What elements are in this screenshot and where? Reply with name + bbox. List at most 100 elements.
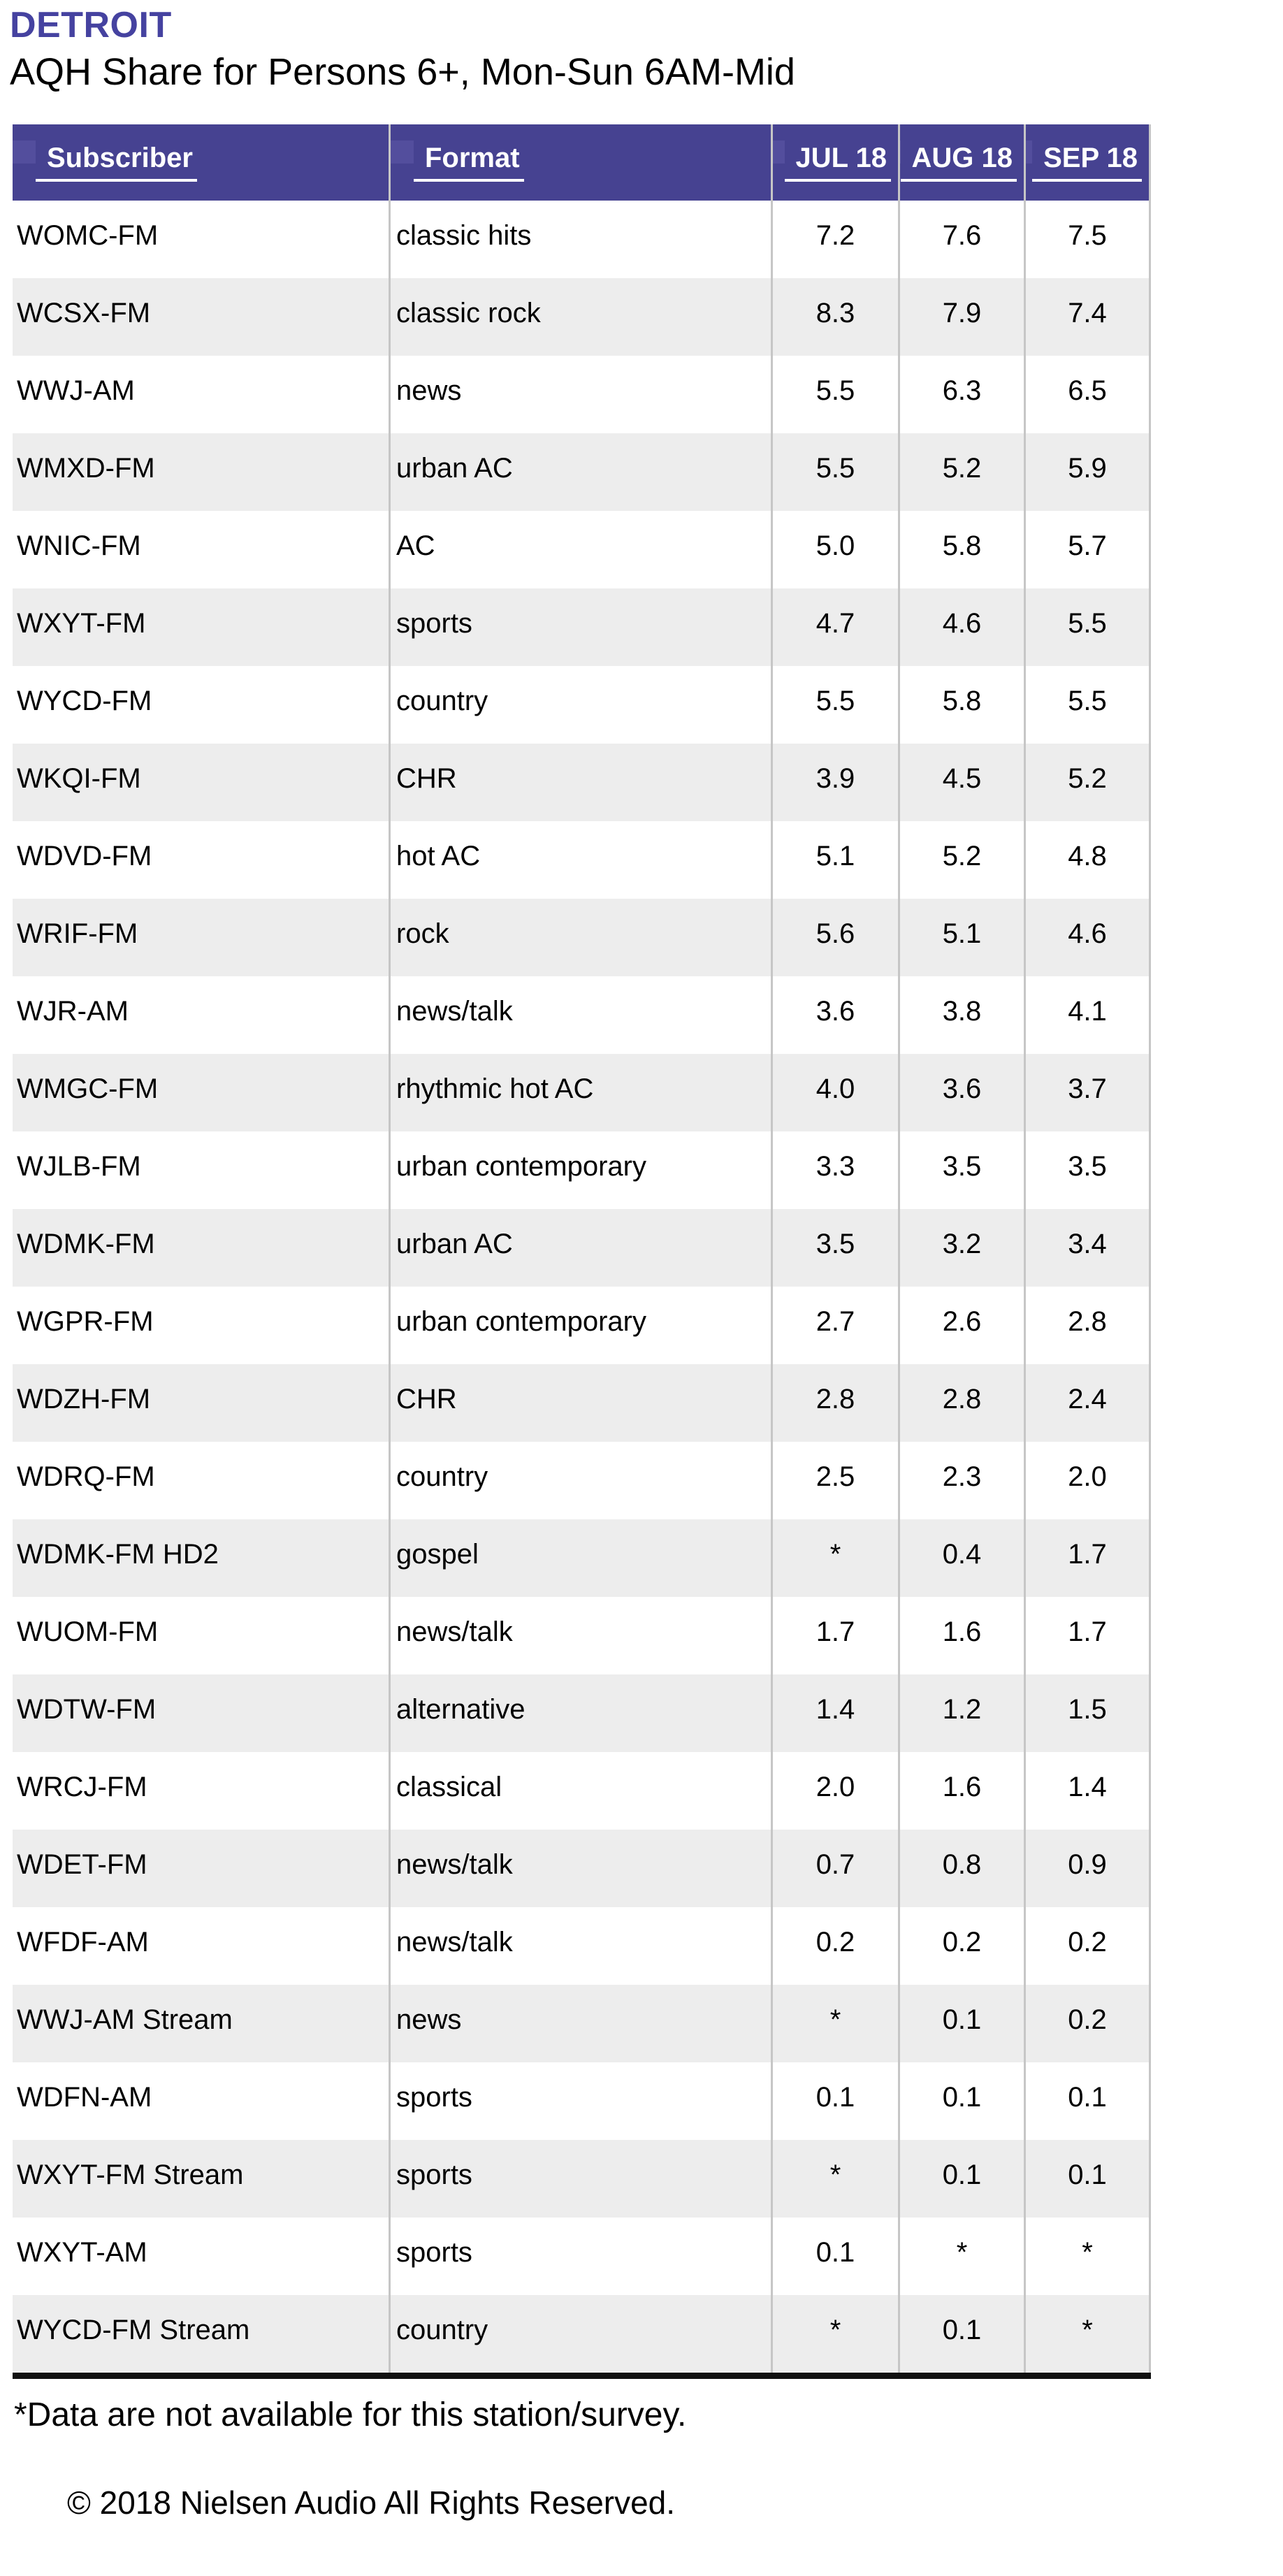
cell-subscriber: WMXD-FM	[17, 453, 155, 484]
cell-jul18: *	[771, 2295, 898, 2373]
copyright: © 2018 Nielsen Audio All Rights Reserved…	[67, 2484, 676, 2521]
cell-sep18: 2.0	[1024, 1442, 1151, 1519]
cell-aug18: 4.6	[898, 588, 1024, 666]
cell-sep18: 5.5	[1024, 666, 1151, 744]
cell-sep18: 0.1	[1024, 2062, 1151, 2140]
sort-indicator-icon	[13, 140, 36, 164]
cell-format: alternative	[389, 1674, 771, 1752]
column-header-aug18-label[interactable]: AUG 18	[900, 143, 1017, 182]
cell-sep18: 0.2	[1024, 1907, 1151, 1985]
cell-subscriber: WJR-AM	[17, 996, 129, 1027]
cell-aug18: 2.3	[898, 1442, 1024, 1519]
cell-sep18: 4.6	[1024, 899, 1151, 976]
cell-sep18: 0.2	[1024, 1985, 1151, 2062]
table-row: WMGC-FM rhythmic hot AC 4.0 3.6 3.7	[13, 1054, 1151, 1131]
table-row: WDTW-FM alternative 1.4 1.2 1.5	[13, 1674, 1151, 1752]
column-header-jul18-label[interactable]: JUL 18	[784, 143, 891, 182]
cell-aug18: 0.8	[898, 1830, 1024, 1907]
cell-aug18: 5.2	[898, 433, 1024, 511]
cell-subscriber: WWJ-AM	[17, 375, 135, 406]
cell-format: urban contemporary	[389, 1131, 771, 1209]
cell-subscriber: WRCJ-FM	[17, 1772, 147, 1802]
cell-aug18: 7.6	[898, 201, 1024, 278]
table-row: WMXD-FM urban AC 5.5 5.2 5.9	[13, 433, 1151, 511]
cell-subscriber: WDVD-FM	[17, 841, 152, 871]
table-row: WJR-AM news/talk 3.6 3.8 4.1	[13, 976, 1151, 1054]
cell-sep18: 5.5	[1024, 588, 1151, 666]
cell-format: gospel	[389, 1519, 771, 1597]
cell-format: news	[389, 356, 771, 433]
table-row: WYCD-FM Stream country * 0.1 *	[13, 2295, 1151, 2373]
cell-aug18: 6.3	[898, 356, 1024, 433]
table-row: WDFN-AM sports 0.1 0.1 0.1	[13, 2062, 1151, 2140]
cell-jul18: 2.7	[771, 1287, 898, 1364]
cell-jul18: 1.4	[771, 1674, 898, 1752]
cell-jul18: 5.6	[771, 899, 898, 976]
cell-sep18: 2.8	[1024, 1287, 1151, 1364]
cell-jul18: *	[771, 1985, 898, 2062]
cell-subscriber: WXYT-FM Stream	[17, 2159, 244, 2190]
cell-subscriber: WDTW-FM	[17, 1694, 157, 1725]
cell-format: AC	[389, 511, 771, 588]
page-title: DETROIT	[10, 5, 172, 45]
cell-jul18: 5.0	[771, 511, 898, 588]
cell-subscriber: WDET-FM	[17, 1849, 147, 1880]
cell-subscriber: WDZH-FM	[17, 1384, 151, 1414]
table-row: WOMC-FM classic hits 7.2 7.6 7.5	[13, 201, 1151, 278]
cell-sep18: 1.5	[1024, 1674, 1151, 1752]
cell-format: classic hits	[389, 201, 771, 278]
cell-jul18: 2.8	[771, 1364, 898, 1442]
table-row: WUOM-FM news/talk 1.7 1.6 1.7	[13, 1597, 1151, 1674]
table-row: WWJ-AM news 5.5 6.3 6.5	[13, 356, 1151, 433]
cell-aug18: 1.6	[898, 1752, 1024, 1830]
column-header-subscriber-label[interactable]: Subscriber	[36, 143, 197, 182]
cell-jul18: 3.3	[771, 1131, 898, 1209]
column-header-format[interactable]: Format	[389, 124, 771, 201]
table-row: WRCJ-FM classical 2.0 1.6 1.4	[13, 1752, 1151, 1830]
table-header-row: Subscriber Format JUL 18 AUG 18 SEP 18	[13, 124, 1151, 201]
cell-subscriber: WKQI-FM	[17, 763, 141, 794]
cell-jul18: 5.5	[771, 433, 898, 511]
column-header-sep18-label[interactable]: SEP 18	[1032, 143, 1142, 182]
table-row: WNIC-FM AC 5.0 5.8 5.7	[13, 511, 1151, 588]
cell-aug18: 0.1	[898, 2295, 1024, 2373]
cell-format: news	[389, 1985, 771, 2062]
cell-jul18: 4.7	[771, 588, 898, 666]
cell-format: sports	[389, 2062, 771, 2140]
cell-format: CHR	[389, 744, 771, 821]
sort-indicator-icon	[773, 140, 785, 164]
cell-format: news/talk	[389, 1830, 771, 1907]
column-header-jul18[interactable]: JUL 18	[771, 124, 898, 201]
ratings-table: Subscriber Format JUL 18 AUG 18 SEP 18 W…	[13, 124, 1151, 2379]
cell-jul18: 0.2	[771, 1907, 898, 1985]
column-header-aug18[interactable]: AUG 18	[898, 124, 1024, 201]
cell-subscriber: WRIF-FM	[17, 918, 138, 949]
column-header-format-label[interactable]: Format	[414, 143, 524, 182]
cell-sep18: 3.5	[1024, 1131, 1151, 1209]
cell-subscriber: WXYT-AM	[17, 2237, 147, 2268]
cell-format: news/talk	[389, 1907, 771, 1985]
cell-subscriber: WYCD-FM Stream	[17, 2315, 250, 2345]
cell-sep18: 5.9	[1024, 433, 1151, 511]
cell-subscriber: WDFN-AM	[17, 2082, 152, 2113]
cell-aug18: 2.8	[898, 1364, 1024, 1442]
cell-subscriber: WNIC-FM	[17, 530, 141, 561]
cell-sep18: 3.7	[1024, 1054, 1151, 1131]
cell-sep18: 6.5	[1024, 356, 1151, 433]
page-subtitle: AQH Share for Persons 6+, Mon-Sun 6AM-Mi…	[10, 51, 795, 93]
cell-jul18: 3.6	[771, 976, 898, 1054]
column-header-sep18[interactable]: SEP 18	[1024, 124, 1151, 201]
cell-jul18: 5.1	[771, 821, 898, 899]
column-header-subscriber[interactable]: Subscriber	[13, 124, 389, 201]
cell-aug18: 5.2	[898, 821, 1024, 899]
cell-sep18: 5.2	[1024, 744, 1151, 821]
cell-jul18: 0.1	[771, 2062, 898, 2140]
cell-jul18: 2.0	[771, 1752, 898, 1830]
cell-aug18: 0.4	[898, 1519, 1024, 1597]
table-row: WGPR-FM urban contemporary 2.7 2.6 2.8	[13, 1287, 1151, 1364]
cell-format: sports	[389, 2217, 771, 2295]
table-row: WDMK-FM HD2 gospel * 0.4 1.7	[13, 1519, 1151, 1597]
cell-format: classical	[389, 1752, 771, 1830]
cell-subscriber: WUOM-FM	[17, 1616, 159, 1647]
cell-sep18: 7.5	[1024, 201, 1151, 278]
